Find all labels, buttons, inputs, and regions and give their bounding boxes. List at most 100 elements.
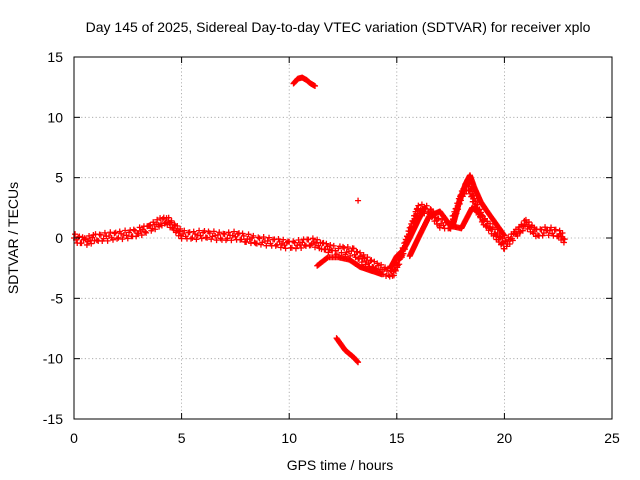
main-band-point bbox=[294, 242, 301, 249]
x-tick-label: 10 bbox=[281, 430, 297, 446]
x-tick-labels: 0 5 10 15 20 25 bbox=[70, 430, 620, 446]
main-band-point bbox=[243, 239, 250, 246]
main-band-point bbox=[208, 236, 215, 243]
y-tick-label: -15 bbox=[43, 411, 63, 427]
main-band-point bbox=[315, 242, 322, 249]
main-band-point bbox=[78, 240, 85, 247]
main-band-point bbox=[118, 230, 125, 237]
mid-arc-point bbox=[479, 213, 486, 220]
y-tick-label: 10 bbox=[47, 109, 63, 125]
x-tick-label: 20 bbox=[497, 430, 513, 446]
main-band-point bbox=[525, 219, 532, 226]
main-band-point bbox=[231, 228, 238, 235]
main-band-point bbox=[506, 241, 513, 248]
y-tick-label: 15 bbox=[47, 49, 63, 65]
main-band-point bbox=[514, 232, 521, 239]
main-band-point bbox=[341, 245, 348, 252]
main-band-point bbox=[228, 237, 235, 244]
main-band-point bbox=[142, 228, 149, 235]
main-band-point bbox=[168, 217, 175, 224]
main-band-point bbox=[86, 232, 93, 239]
main-band-point bbox=[152, 226, 159, 233]
gridlines bbox=[74, 57, 612, 419]
main-band-point bbox=[197, 232, 204, 239]
main-band-point bbox=[260, 234, 267, 241]
main-band-point bbox=[212, 232, 219, 239]
main-band-point bbox=[250, 232, 257, 239]
main-band-point bbox=[149, 225, 156, 232]
main-band-point bbox=[213, 237, 220, 244]
main-band-point bbox=[298, 244, 305, 251]
main-band-point bbox=[483, 223, 490, 230]
main-band-point bbox=[378, 261, 385, 268]
main-band-point bbox=[538, 226, 545, 233]
main-band-point bbox=[104, 237, 111, 244]
main-band-point bbox=[288, 244, 295, 251]
main-band-point bbox=[309, 235, 316, 242]
main-band-point bbox=[110, 236, 117, 243]
main-band-point bbox=[93, 237, 100, 244]
main-band-point bbox=[89, 234, 96, 241]
low-arc-12h-point bbox=[355, 359, 362, 366]
main-band-point bbox=[320, 239, 327, 246]
main-band-point bbox=[292, 245, 299, 252]
main-band-point bbox=[224, 235, 231, 242]
main-band-point bbox=[165, 214, 172, 221]
upper-arc-18h-point bbox=[501, 232, 508, 239]
main-band-point bbox=[502, 237, 509, 244]
main-band-point bbox=[435, 215, 442, 222]
main-band-point bbox=[198, 235, 205, 242]
main-band-point bbox=[97, 231, 104, 238]
main-band-point bbox=[499, 235, 506, 242]
main-band-point bbox=[238, 236, 245, 243]
main-band-point bbox=[314, 236, 321, 243]
main-band-point bbox=[209, 233, 216, 240]
main-band-point bbox=[519, 227, 526, 234]
main-band-point bbox=[382, 264, 389, 271]
main-band-point bbox=[332, 247, 339, 254]
x-tick-label: 5 bbox=[178, 430, 186, 446]
main-band-point bbox=[280, 236, 287, 243]
main-band-point bbox=[344, 243, 351, 250]
main-band-point bbox=[390, 272, 397, 279]
main-band-point bbox=[119, 236, 126, 243]
main-band-point bbox=[552, 226, 559, 233]
main-band-point bbox=[498, 240, 505, 247]
main-band-point bbox=[548, 224, 555, 231]
main-band-point bbox=[312, 244, 319, 251]
main-band-point bbox=[210, 228, 217, 235]
main-band-point bbox=[101, 229, 108, 236]
main-band-point bbox=[256, 235, 263, 242]
main-band-point bbox=[509, 237, 516, 244]
main-band-point bbox=[330, 242, 337, 249]
main-band-point bbox=[350, 245, 357, 252]
main-band-point bbox=[327, 241, 334, 248]
main-band-point bbox=[516, 229, 523, 236]
main-band-point bbox=[357, 249, 364, 256]
main-band-point bbox=[124, 235, 131, 242]
main-band-point bbox=[178, 235, 185, 242]
y-tick-label: -10 bbox=[43, 351, 63, 367]
chart-title: Day 145 of 2025, Sidereal Day-to-day VTE… bbox=[86, 19, 591, 35]
y-tick-label: 5 bbox=[55, 170, 63, 186]
main-band-point bbox=[115, 234, 122, 241]
main-band-point bbox=[186, 229, 193, 236]
main-band-point bbox=[354, 248, 361, 255]
main-band-point bbox=[143, 229, 150, 236]
main-band-point bbox=[216, 229, 223, 236]
x-tick-label: 25 bbox=[604, 430, 620, 446]
main-band-point bbox=[240, 232, 247, 239]
y-tick-label: -5 bbox=[51, 290, 64, 306]
main-band-point bbox=[277, 244, 284, 251]
main-band-point bbox=[559, 229, 566, 236]
main-band-point bbox=[375, 262, 382, 269]
main-band-point bbox=[542, 224, 549, 231]
main-band-point bbox=[196, 227, 203, 234]
main-band-point bbox=[255, 234, 262, 241]
main-band-point bbox=[245, 231, 252, 238]
x-tick-label: 15 bbox=[389, 430, 405, 446]
main-band-point bbox=[360, 251, 367, 258]
main-band-point bbox=[415, 202, 422, 209]
y-tick-labels: -15 -10 -5 0 5 10 15 bbox=[43, 49, 63, 427]
